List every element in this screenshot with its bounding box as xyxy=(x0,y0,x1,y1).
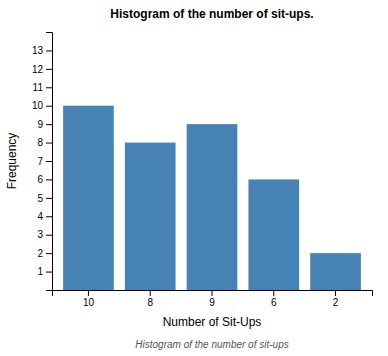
y-tick-label: 5 xyxy=(37,193,43,204)
y-tick-mark xyxy=(46,106,52,107)
y-tick-label: 12 xyxy=(32,64,44,75)
y-tick: 3 xyxy=(37,229,52,240)
bar xyxy=(187,124,238,290)
bar xyxy=(310,253,361,290)
y-tick-label: 2 xyxy=(37,248,43,259)
y-tick-mark xyxy=(46,198,52,199)
y-tick-mark xyxy=(46,87,52,88)
y-tick: 6 xyxy=(37,174,52,185)
y-tick-label: 9 xyxy=(37,119,43,130)
x-tick-label: 9 xyxy=(209,297,215,308)
bar xyxy=(63,106,114,290)
y-axis-line xyxy=(46,33,53,291)
y-tick-label: 10 xyxy=(32,100,44,111)
plot-area: 12345678910111213108962 xyxy=(32,33,373,309)
bars xyxy=(63,106,361,290)
x-tick: 2 xyxy=(333,290,339,308)
y-tick-mark xyxy=(46,253,52,254)
y-tick-label: 4 xyxy=(37,211,43,222)
chart: 12345678910111213108962Histogram of the … xyxy=(0,0,388,356)
y-tick: 9 xyxy=(37,119,52,130)
bar xyxy=(125,143,176,290)
y-tick-label: 13 xyxy=(32,45,44,56)
y-tick-label: 7 xyxy=(37,156,43,167)
y-tick: 12 xyxy=(32,64,52,75)
y-tick: 4 xyxy=(37,211,52,222)
y-tick-mark xyxy=(46,143,52,144)
x-tick: 8 xyxy=(147,290,153,308)
title: Histogram of the number of sit-ups. xyxy=(110,7,313,21)
y-tick-label: 6 xyxy=(37,174,43,185)
y-tick: 8 xyxy=(37,137,52,148)
x-axis: 10 8 9 6 2 xyxy=(53,290,373,308)
x-tick-label: 10 xyxy=(83,297,95,308)
y-tick: 5 xyxy=(37,193,52,204)
x-tick: 6 xyxy=(271,290,277,308)
y-tick: 13 xyxy=(32,45,52,56)
y-tick-mark xyxy=(46,235,52,236)
y-tick: 1 xyxy=(37,266,52,277)
y-tick: 7 xyxy=(37,156,52,167)
x-tick-mark xyxy=(150,290,151,296)
y-tick-mark xyxy=(46,69,52,70)
y-tick-mark xyxy=(46,161,52,162)
y-axis: 12345678910111213 xyxy=(32,33,53,291)
x-axis-title: Number of Sit-Ups xyxy=(163,315,262,329)
x-tick: 9 xyxy=(209,290,215,308)
x-tick-mark xyxy=(273,290,274,296)
x-tick-mark xyxy=(335,290,336,296)
x-tick-mark xyxy=(212,290,213,296)
y-tick-label: 8 xyxy=(37,137,43,148)
y-tick-mark xyxy=(46,124,52,125)
x-tick-label: 6 xyxy=(271,297,277,308)
y-tick: 11 xyxy=(33,82,52,93)
y-axis-title: Frequency xyxy=(5,133,19,190)
y-tick-label: 1 xyxy=(37,266,43,277)
y-tick-mark xyxy=(46,216,52,217)
x-tick-label: 8 xyxy=(147,297,153,308)
bar xyxy=(248,179,299,290)
y-tick: 10 xyxy=(32,100,52,111)
subtitle: Histogram of the number of sit-ups xyxy=(135,339,288,350)
y-tick: 2 xyxy=(37,248,52,259)
x-axis-line xyxy=(53,291,373,297)
y-tick-label: 11 xyxy=(33,82,44,93)
x-tick-label: 2 xyxy=(333,297,339,308)
y-tick-mark xyxy=(46,50,52,51)
y-tick-label: 3 xyxy=(37,229,43,240)
x-tick: 10 xyxy=(83,290,95,308)
y-tick-mark xyxy=(46,179,52,180)
x-tick-mark xyxy=(88,290,89,296)
y-tick-mark xyxy=(46,272,52,273)
